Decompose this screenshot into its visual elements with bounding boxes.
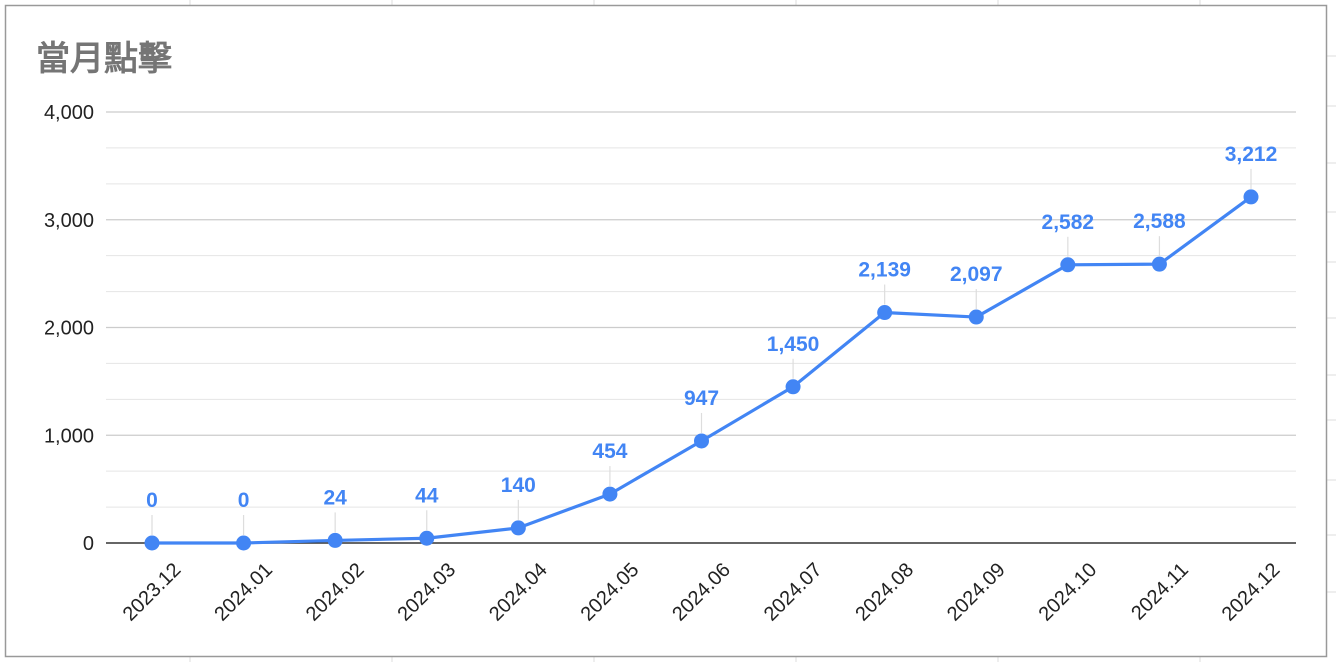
minor-gridlines [106, 147, 1296, 508]
data-label: 1,450 [767, 333, 820, 356]
data-points [144, 189, 1259, 551]
y-tick-label: 1,000 [44, 425, 94, 447]
data-point [144, 535, 160, 551]
data-label: 2,139 [858, 259, 911, 282]
data-labels: 0 0 24 44 140 454 947 1,450 2,139 2,097 2,582 2,588… [146, 143, 1277, 512]
data-label: 2,097 [950, 263, 1003, 286]
chart-title: 當月點擊 [36, 39, 173, 79]
y-tick-label: 4,000 [44, 102, 94, 124]
data-point [510, 520, 526, 536]
data-point [419, 530, 435, 546]
data-point [602, 486, 618, 502]
data-label: 947 [684, 387, 719, 410]
data-label: 44 [415, 484, 439, 507]
y-tick-label: 3,000 [44, 210, 94, 232]
chart-border [4, 4, 1328, 658]
data-label: 0 [238, 489, 250, 512]
data-point [694, 433, 709, 449]
data-label: 2,588 [1133, 210, 1186, 233]
data-label: 24 [323, 486, 347, 509]
y-axis-tick-labels: 0 1,000 2,000 3,000 4,000 [44, 102, 94, 555]
data-label: 140 [501, 474, 536, 497]
y-tick-label: 2,000 [44, 318, 94, 340]
data-point [877, 305, 893, 321]
data-point [1060, 257, 1076, 273]
y-tick-label: 0 [83, 533, 94, 555]
data-point [1151, 256, 1167, 272]
data-label-leaders [151, 168, 1252, 535]
data-point [785, 379, 801, 395]
data-label: 3,212 [1225, 143, 1278, 166]
data-point [236, 535, 252, 551]
data-label: 454 [592, 440, 627, 463]
data-point [327, 532, 343, 548]
data-point [968, 309, 984, 325]
data-label: 2,582 [1042, 211, 1095, 234]
data-point [1243, 189, 1259, 205]
data-label: 0 [146, 489, 158, 512]
